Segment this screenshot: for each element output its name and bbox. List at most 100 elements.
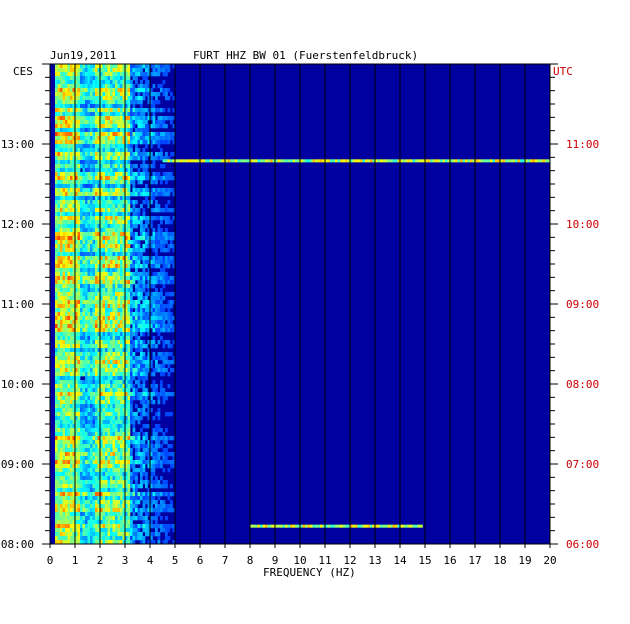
spectrogram-cell: [145, 128, 148, 133]
spectrogram-cell: [120, 432, 123, 437]
spectrogram-cell: [170, 172, 173, 177]
spectrogram-cell: [150, 196, 153, 201]
spectrogram-cell: [100, 524, 103, 529]
spectrogram-cell: [92, 216, 96, 221]
spectrogram-cell: [55, 156, 58, 161]
spectrogram-cell: [105, 480, 108, 485]
spectrogram-cell: [75, 316, 78, 321]
spectrogram-cell: [75, 472, 78, 477]
spectrogram-cell: [55, 320, 58, 325]
spectrogram-cell: [132, 188, 136, 193]
spectrogram-cell: [145, 244, 148, 249]
spectrogram-cell: [142, 288, 146, 293]
spectrogram-cell: [80, 100, 83, 105]
spectrogram-cell: [77, 200, 81, 205]
spectrogram-cell: [127, 436, 131, 441]
spectrogram-cell: [107, 408, 111, 413]
spectrogram-cell: [75, 116, 78, 121]
spectrogram-cell: [130, 496, 133, 501]
spectrogram-cell: [120, 112, 123, 117]
spectrogram-cell: [67, 132, 71, 137]
spectrogram-cell: [85, 184, 88, 189]
spectrogram-cell: [125, 392, 128, 397]
spectrogram-cell: [80, 536, 83, 541]
spectrogram-cell: [55, 160, 58, 165]
spectrogram-cell: [160, 460, 163, 465]
spectrogram-cell: [80, 228, 83, 233]
spectrogram-cell: [147, 408, 151, 413]
spectrogram-cell: [150, 472, 153, 477]
spectrogram-cell: [92, 476, 96, 481]
spectrogram-cell: [167, 468, 171, 473]
spectrogram-cell: [107, 472, 111, 477]
spectrogram-cell: [95, 516, 98, 521]
spectrogram-cell: [170, 504, 173, 509]
spectrogram-cell: [162, 524, 166, 529]
spectrogram-cell: [115, 484, 118, 489]
spectrogram-cell: [145, 152, 148, 157]
spectrogram-cell: [107, 376, 111, 381]
spectrogram-cell: [132, 152, 136, 157]
spectrogram-cell: [127, 292, 131, 297]
spectrogram-cell: [75, 240, 78, 245]
spectrogram-cell: [65, 436, 68, 441]
spectrogram-cell: [162, 372, 166, 377]
spectrogram-cell: [80, 516, 83, 521]
spectrogram-cell: [160, 260, 163, 265]
spectrogram-cell: [77, 472, 81, 477]
spectrogram-cell: [82, 528, 86, 533]
spectrogram-cell: [72, 160, 76, 165]
spectrogram-cell: [87, 484, 91, 489]
spectrogram-cell: [127, 312, 131, 317]
spectrogram-cell: [135, 468, 138, 473]
spectrogram-cell: [60, 256, 63, 261]
spectrogram-cell: [142, 208, 146, 213]
spectrogram-cell: [125, 148, 128, 153]
spectrogram-cell: [90, 340, 93, 345]
spectrogram-cell: [90, 208, 93, 213]
spectrogram-cell: [82, 148, 86, 153]
spectrogram-cell: [167, 460, 171, 465]
spectrogram-cell: [62, 156, 66, 161]
spectrogram-cell: [130, 516, 133, 521]
spectrogram-cell: [57, 260, 61, 265]
spectrogram-cell: [112, 304, 116, 309]
spectrogram-cell: [85, 328, 88, 333]
spectrogram-cell: [145, 392, 148, 397]
spectrogram-cell: [70, 484, 73, 489]
spectrogram-cell: [142, 232, 146, 237]
spectrogram-cell: [115, 100, 118, 105]
spectrogram-cell: [100, 144, 103, 149]
spectrogram-cell: [102, 508, 106, 513]
spectrogram-cell: [125, 72, 128, 77]
spectrogram-cell: [90, 472, 93, 477]
spectrogram-cell: [165, 176, 168, 181]
spectrogram-cell: [112, 216, 116, 221]
spectrogram-cell: [57, 352, 61, 357]
spectrogram-cell: [60, 124, 63, 129]
spectrogram-cell: [97, 468, 101, 473]
spectrogram-cell: [132, 528, 136, 533]
spectrogram-cell: [97, 108, 101, 113]
spectrogram-cell: [65, 528, 68, 533]
spectrogram-cell: [145, 256, 148, 261]
spectrogram-cell: [155, 192, 158, 197]
spectrogram-cell: [135, 496, 138, 501]
spectrogram-cell: [107, 488, 111, 493]
spectrogram-cell: [150, 392, 153, 397]
spectrogram-cell: [67, 160, 71, 165]
spectrogram-cell: [85, 240, 88, 245]
spectrogram-cell: [65, 100, 68, 105]
spectrogram-cell: [100, 340, 103, 345]
spectrogram-cell: [112, 488, 116, 493]
spectrogram-cell: [117, 480, 121, 485]
spectrogram-cell: [157, 232, 161, 237]
spectrogram-cell: [160, 504, 163, 509]
spectrogram-cell: [55, 64, 58, 69]
spectrogram-cell: [120, 536, 123, 541]
spectrogram-cell: [117, 412, 121, 417]
spectrogram-cell: [70, 516, 73, 521]
spectrogram-cell: [100, 136, 103, 141]
spectrogram-cell: [145, 388, 148, 393]
spectrogram-cell: [142, 380, 146, 385]
